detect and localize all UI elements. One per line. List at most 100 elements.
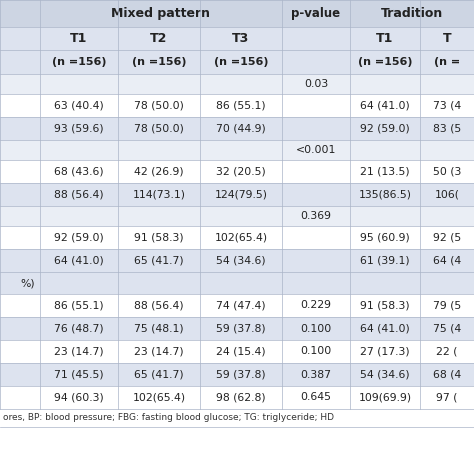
Bar [282, 50, 350, 74]
Bar [0, 94, 40, 117]
Bar [420, 363, 474, 386]
Text: (n =156): (n =156) [132, 57, 186, 67]
Text: 24 (15.4): 24 (15.4) [216, 346, 266, 356]
Bar [0, 340, 40, 363]
Text: 92 (5: 92 (5 [433, 233, 461, 243]
Bar [350, 50, 420, 74]
Bar [118, 386, 200, 409]
Text: (n =156): (n =156) [52, 57, 106, 67]
Text: 88 (56.4): 88 (56.4) [54, 190, 104, 200]
Bar [0, 409, 474, 427]
Bar [118, 140, 200, 160]
Text: 109(69.9): 109(69.9) [358, 392, 411, 402]
Bar [282, 183, 350, 206]
Bar [350, 226, 420, 249]
Bar [118, 363, 200, 386]
Bar [350, 140, 420, 160]
Bar [118, 340, 200, 363]
Bar [282, 272, 350, 294]
Bar [420, 160, 474, 183]
Bar [0, 386, 40, 409]
Text: 86 (55.1): 86 (55.1) [216, 100, 266, 110]
Text: 78 (50.0): 78 (50.0) [134, 100, 184, 110]
Text: 54 (34.6): 54 (34.6) [216, 255, 266, 265]
Bar [282, 317, 350, 340]
Bar [40, 363, 118, 386]
Text: 21 (13.5): 21 (13.5) [360, 166, 410, 176]
Bar [0, 226, 40, 249]
Bar [350, 340, 420, 363]
Bar [282, 294, 350, 317]
Text: 0.03: 0.03 [304, 79, 328, 89]
Bar [420, 317, 474, 340]
Bar [0, 160, 40, 183]
Bar [200, 140, 282, 160]
Text: 135(86.5): 135(86.5) [358, 190, 411, 200]
Text: 97 (: 97 ( [436, 392, 458, 402]
Bar [282, 160, 350, 183]
Text: 64 (41.0): 64 (41.0) [360, 323, 410, 334]
Text: 0.100: 0.100 [301, 346, 332, 356]
Bar [282, 206, 350, 226]
Bar [200, 160, 282, 183]
Bar [200, 249, 282, 272]
Bar [40, 50, 118, 74]
Text: 22 (: 22 ( [436, 346, 458, 356]
Bar [420, 272, 474, 294]
Bar [282, 249, 350, 272]
Bar [282, 27, 350, 50]
Text: 76 (48.7): 76 (48.7) [54, 323, 104, 334]
Text: 68 (4: 68 (4 [433, 370, 461, 380]
Bar [200, 363, 282, 386]
Text: 61 (39.1): 61 (39.1) [360, 255, 410, 265]
Bar [40, 160, 118, 183]
Text: 50 (3: 50 (3 [433, 166, 461, 176]
Text: 65 (41.7): 65 (41.7) [134, 255, 184, 265]
Text: Tradition: Tradition [381, 7, 443, 20]
Bar [350, 386, 420, 409]
Bar [0, 0, 40, 27]
Text: 93 (59.6): 93 (59.6) [54, 124, 104, 134]
Bar [118, 226, 200, 249]
Text: 70 (44.9): 70 (44.9) [216, 124, 266, 134]
Text: 94 (60.3): 94 (60.3) [54, 392, 104, 402]
Bar [420, 94, 474, 117]
Text: 91 (58.3): 91 (58.3) [134, 233, 184, 243]
Text: 27 (17.3): 27 (17.3) [360, 346, 410, 356]
Text: 0.369: 0.369 [301, 211, 331, 221]
Bar [118, 74, 200, 94]
Bar [350, 160, 420, 183]
Bar [40, 317, 118, 340]
Bar [282, 117, 350, 140]
Bar [40, 249, 118, 272]
Bar [282, 226, 350, 249]
Bar [40, 94, 118, 117]
Bar [40, 27, 118, 50]
Bar [282, 140, 350, 160]
Text: 59 (37.8): 59 (37.8) [216, 323, 266, 334]
Bar [0, 183, 40, 206]
Bar [350, 272, 420, 294]
Bar [420, 27, 474, 50]
Text: T2: T2 [150, 32, 168, 45]
Text: 23 (14.7): 23 (14.7) [134, 346, 184, 356]
Text: T3: T3 [232, 32, 250, 45]
Text: 88 (56.4): 88 (56.4) [134, 301, 184, 310]
Text: T1: T1 [376, 32, 394, 45]
Bar [118, 249, 200, 272]
Bar [0, 363, 40, 386]
Bar [118, 50, 200, 74]
Text: ores, BP: blood pressure; FBG: fasting blood glucose; TG: triglyceride; HD: ores, BP: blood pressure; FBG: fasting b… [3, 413, 334, 422]
Bar [350, 27, 420, 50]
Bar [118, 272, 200, 294]
Text: 0.229: 0.229 [301, 301, 331, 310]
Bar [0, 140, 40, 160]
Text: 23 (14.7): 23 (14.7) [54, 346, 104, 356]
Text: 54 (34.6): 54 (34.6) [360, 370, 410, 380]
Bar [200, 294, 282, 317]
Bar [0, 272, 40, 294]
Bar [0, 294, 40, 317]
Text: 102(65.4): 102(65.4) [214, 233, 267, 243]
Bar [40, 183, 118, 206]
Bar [420, 74, 474, 94]
